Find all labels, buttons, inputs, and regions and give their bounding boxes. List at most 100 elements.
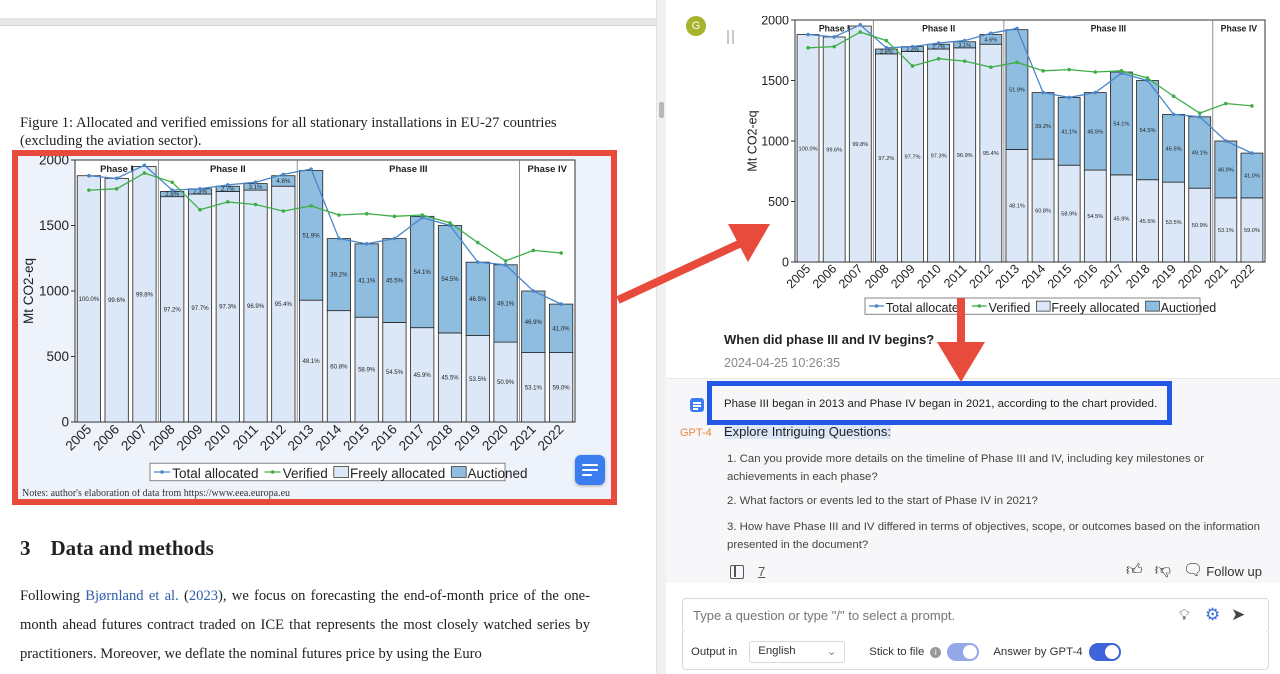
x-tick-label: 2006	[810, 262, 840, 292]
figure-chart: Phase I Phase II Phase III Phase IV 100.0% 99…	[15, 152, 615, 502]
x-tick-label: 2007	[836, 262, 866, 292]
series-line-total-allocated	[807, 24, 1253, 154]
phase-label: Phase IV	[528, 164, 568, 175]
series-point	[884, 38, 889, 43]
followup-question[interactable]: 2. What factors or events led to the sta…	[727, 495, 1038, 507]
x-tick-label: 2011	[230, 422, 261, 453]
phase-label: Phase I	[100, 164, 133, 175]
series-point	[1250, 151, 1254, 155]
follow-up-button[interactable]: 🗨︎ Follow up	[1183, 563, 1262, 579]
x-tick-label: 2012	[967, 262, 997, 292]
data-label-auctioned: 46.9%	[1218, 167, 1234, 173]
series-point	[364, 211, 369, 216]
series-point	[1093, 90, 1098, 95]
x-tick-label: 2015	[1045, 262, 1075, 292]
data-label-auctioned: 2.3%	[906, 47, 919, 53]
data-label-freely: 48.1%	[1009, 204, 1025, 210]
drag-handle-icon[interactable]	[727, 30, 735, 44]
document-scrollbar[interactable]	[656, 0, 666, 674]
y-tick-label: 2000	[39, 153, 69, 168]
info-icon[interactable]: i	[930, 646, 942, 658]
series-point	[281, 172, 286, 177]
thumbs-down-icon[interactable]: 👎︎	[1154, 562, 1171, 579]
legend-label: Freely allocated	[350, 466, 445, 481]
series-point	[253, 180, 258, 185]
series-point	[142, 163, 147, 168]
references[interactable]: 7	[730, 564, 765, 579]
series-point	[1015, 60, 1019, 65]
data-label-freely: 60.8%	[330, 364, 348, 370]
page-separator	[0, 18, 656, 26]
data-label-freely: 45.5%	[1140, 219, 1156, 225]
data-label-auctioned: 3.1%	[249, 185, 263, 191]
answer-by-gpt4-toggle[interactable]	[1088, 643, 1121, 661]
citation-year-link[interactable]: 2023	[188, 588, 219, 604]
data-label-freely: 59.0%	[1244, 228, 1260, 234]
data-label-auctioned: 51.9%	[1009, 88, 1025, 94]
series-point	[1197, 111, 1202, 115]
series-point	[806, 46, 810, 50]
data-label-freely: 45.5%	[441, 375, 459, 381]
para-text: (	[178, 588, 189, 604]
x-tick-label: 2022	[1228, 262, 1258, 292]
language-select[interactable]: English ⌄	[749, 641, 846, 663]
series-point	[1067, 95, 1071, 100]
series-point	[858, 30, 863, 34]
series-point	[225, 200, 230, 204]
series-point	[1041, 90, 1045, 95]
thumbs-up-icon[interactable]: 👍︎	[1126, 562, 1143, 579]
followup-question[interactable]: 3. How have Phase III and IV differed in…	[727, 521, 1260, 551]
series-point	[392, 236, 397, 241]
data-label-auctioned: 51.9%	[303, 233, 321, 239]
data-label-auctioned: 2.3%	[193, 189, 207, 195]
data-label-freely: 53.1%	[525, 385, 543, 391]
citation-link[interactable]: Bjørnland et al.	[85, 588, 179, 604]
series-point	[1145, 76, 1150, 80]
legend-swatch-point	[270, 470, 275, 474]
data-label-freely: 97.3%	[219, 305, 237, 311]
series-point	[1224, 139, 1228, 143]
series-point	[989, 31, 993, 36]
input-options: Output in English ⌄ Stick to file i Answe…	[691, 641, 1121, 663]
x-tick-label: 2019	[451, 422, 483, 454]
legend-swatch-point	[160, 470, 164, 474]
series-point	[1250, 104, 1254, 108]
series-point	[420, 213, 425, 217]
references-icon[interactable]	[730, 564, 744, 579]
x-tick-label: 2008	[146, 422, 178, 454]
series-point	[858, 23, 863, 27]
phase-label: Phase I	[819, 23, 850, 33]
send-icon[interactable]: ➤	[1231, 605, 1246, 624]
followup-question[interactable]: 1. Can you provide more details on the t…	[727, 453, 1204, 483]
legend-label: Auctioned	[1161, 301, 1217, 315]
figure-caption: Figure 1: Allocated and verified emissio…	[20, 115, 557, 149]
series-point	[114, 187, 119, 191]
series-point	[559, 251, 563, 255]
series-line-total-allocated	[88, 164, 562, 305]
gear-icon[interactable]: ⚙︎	[1205, 605, 1221, 624]
data-label-auctioned: 41.1%	[1061, 129, 1077, 135]
data-label-auctioned: 54.5%	[441, 277, 459, 283]
series-point	[1171, 112, 1176, 117]
series-point	[832, 35, 836, 39]
x-tick-label: 2015	[340, 422, 372, 454]
para-text: ), we focus on forecasting the end-of-mo…	[20, 588, 590, 662]
prompt-input[interactable]	[693, 608, 1093, 623]
para-text: Following	[20, 588, 86, 604]
data-label-freely: 58.9%	[1061, 212, 1077, 218]
data-label-auctioned: 49.1%	[497, 301, 515, 307]
reference-count[interactable]: 7	[758, 564, 766, 579]
stick-to-file-toggle[interactable]	[947, 643, 980, 661]
legend-box	[149, 462, 506, 482]
data-label-auctioned: 3.1%	[958, 43, 971, 49]
series-point	[309, 204, 313, 208]
chat-with-figure-icon[interactable]	[575, 455, 605, 485]
prompt-input-box[interactable]: 💡︎ ⚙︎ ➤	[682, 598, 1269, 633]
data-label-auctioned: 4.6%	[984, 37, 997, 43]
data-label-freely: 99.8%	[852, 142, 868, 148]
series-point	[420, 215, 425, 220]
data-label-freely: 53.1%	[1218, 228, 1234, 234]
lightbulb-icon[interactable]: 💡︎	[1179, 607, 1190, 624]
data-label-freely: 97.7%	[191, 306, 209, 312]
scrollbar-thumb[interactable]	[659, 102, 664, 118]
